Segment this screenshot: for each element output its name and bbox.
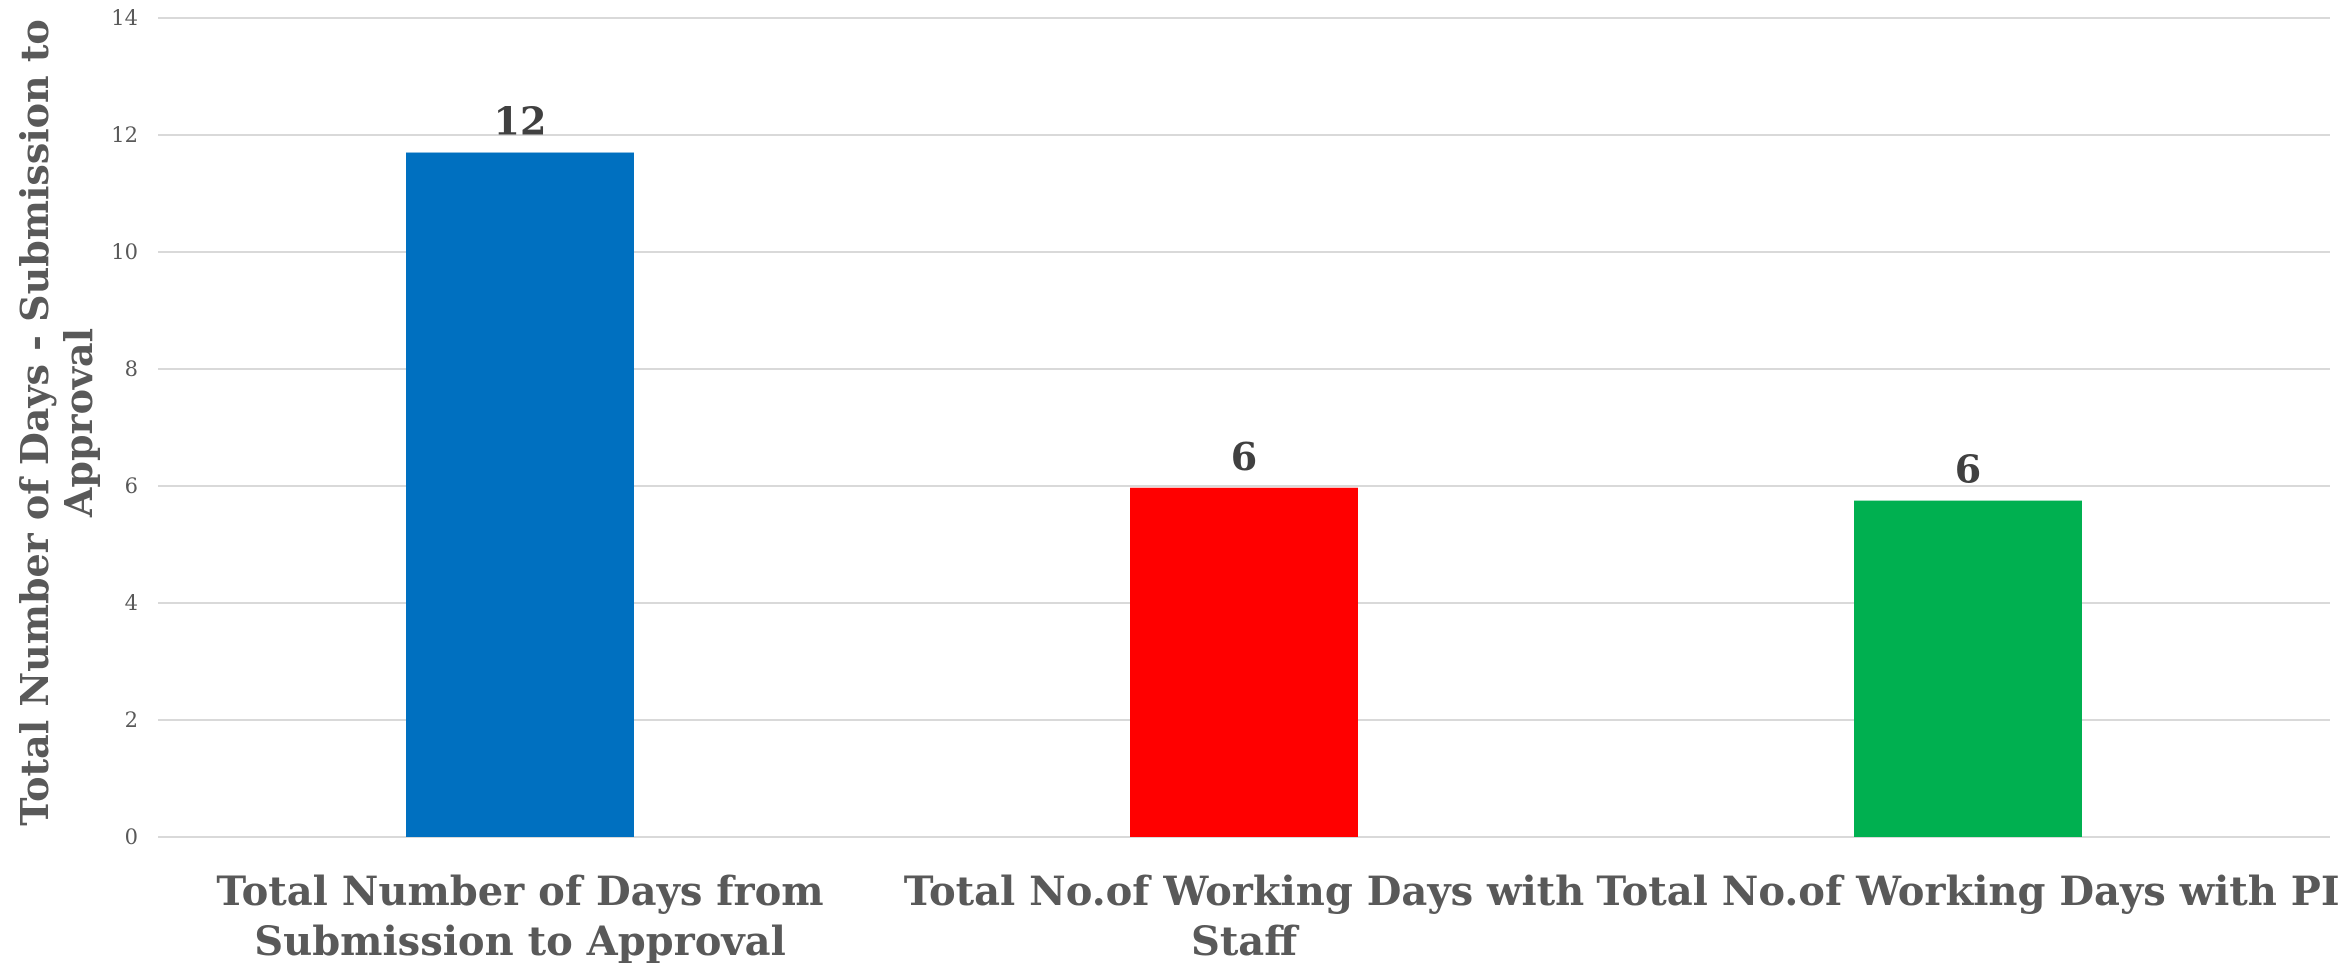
y-tick-label: 10 bbox=[111, 240, 138, 264]
category-label-line: Total No.of Working Days with bbox=[904, 868, 1584, 915]
bar bbox=[1130, 487, 1358, 837]
y-tick-label: 14 bbox=[111, 6, 138, 30]
y-axis-label-line: Approval bbox=[56, 328, 101, 518]
category-label-line: Submission to Approval bbox=[254, 918, 786, 963]
bar bbox=[1854, 500, 2082, 837]
category-label: Total No.of Working Days with PI bbox=[1596, 868, 2339, 915]
category-label: Total No.of Working Days with Staff bbox=[904, 868, 1584, 963]
data-labels: 12 6 6 bbox=[494, 99, 1982, 492]
category-label: Total Number of Days from Submission to A… bbox=[216, 868, 823, 963]
bar bbox=[406, 152, 634, 838]
y-axis-ticks: 0 2 4 6 8 10 12 14 bbox=[111, 6, 138, 849]
bars bbox=[406, 152, 2082, 838]
y-tick-label: 0 bbox=[125, 825, 138, 849]
data-label: 6 bbox=[1955, 447, 1981, 492]
y-tick-label: 12 bbox=[111, 123, 138, 147]
y-tick-label: 6 bbox=[125, 474, 138, 498]
y-axis-label: Total Number of Days - Submission toAppr… bbox=[12, 19, 101, 825]
category-label-line: Total Number of Days from bbox=[216, 868, 823, 915]
data-label: 12 bbox=[494, 99, 547, 144]
y-axis-label-line: Total Number of Days - Submission to bbox=[12, 19, 57, 825]
y-tick-label: 4 bbox=[125, 591, 138, 615]
y-tick-label: 8 bbox=[125, 357, 138, 381]
category-label-line: Staff bbox=[1191, 918, 1299, 963]
data-label: 6 bbox=[1231, 434, 1257, 479]
y-tick-label: 2 bbox=[125, 708, 138, 732]
category-labels: Total Number of Days from Submission to A… bbox=[216, 868, 2339, 963]
category-label-line: Total No.of Working Days with PI bbox=[1596, 868, 2339, 915]
